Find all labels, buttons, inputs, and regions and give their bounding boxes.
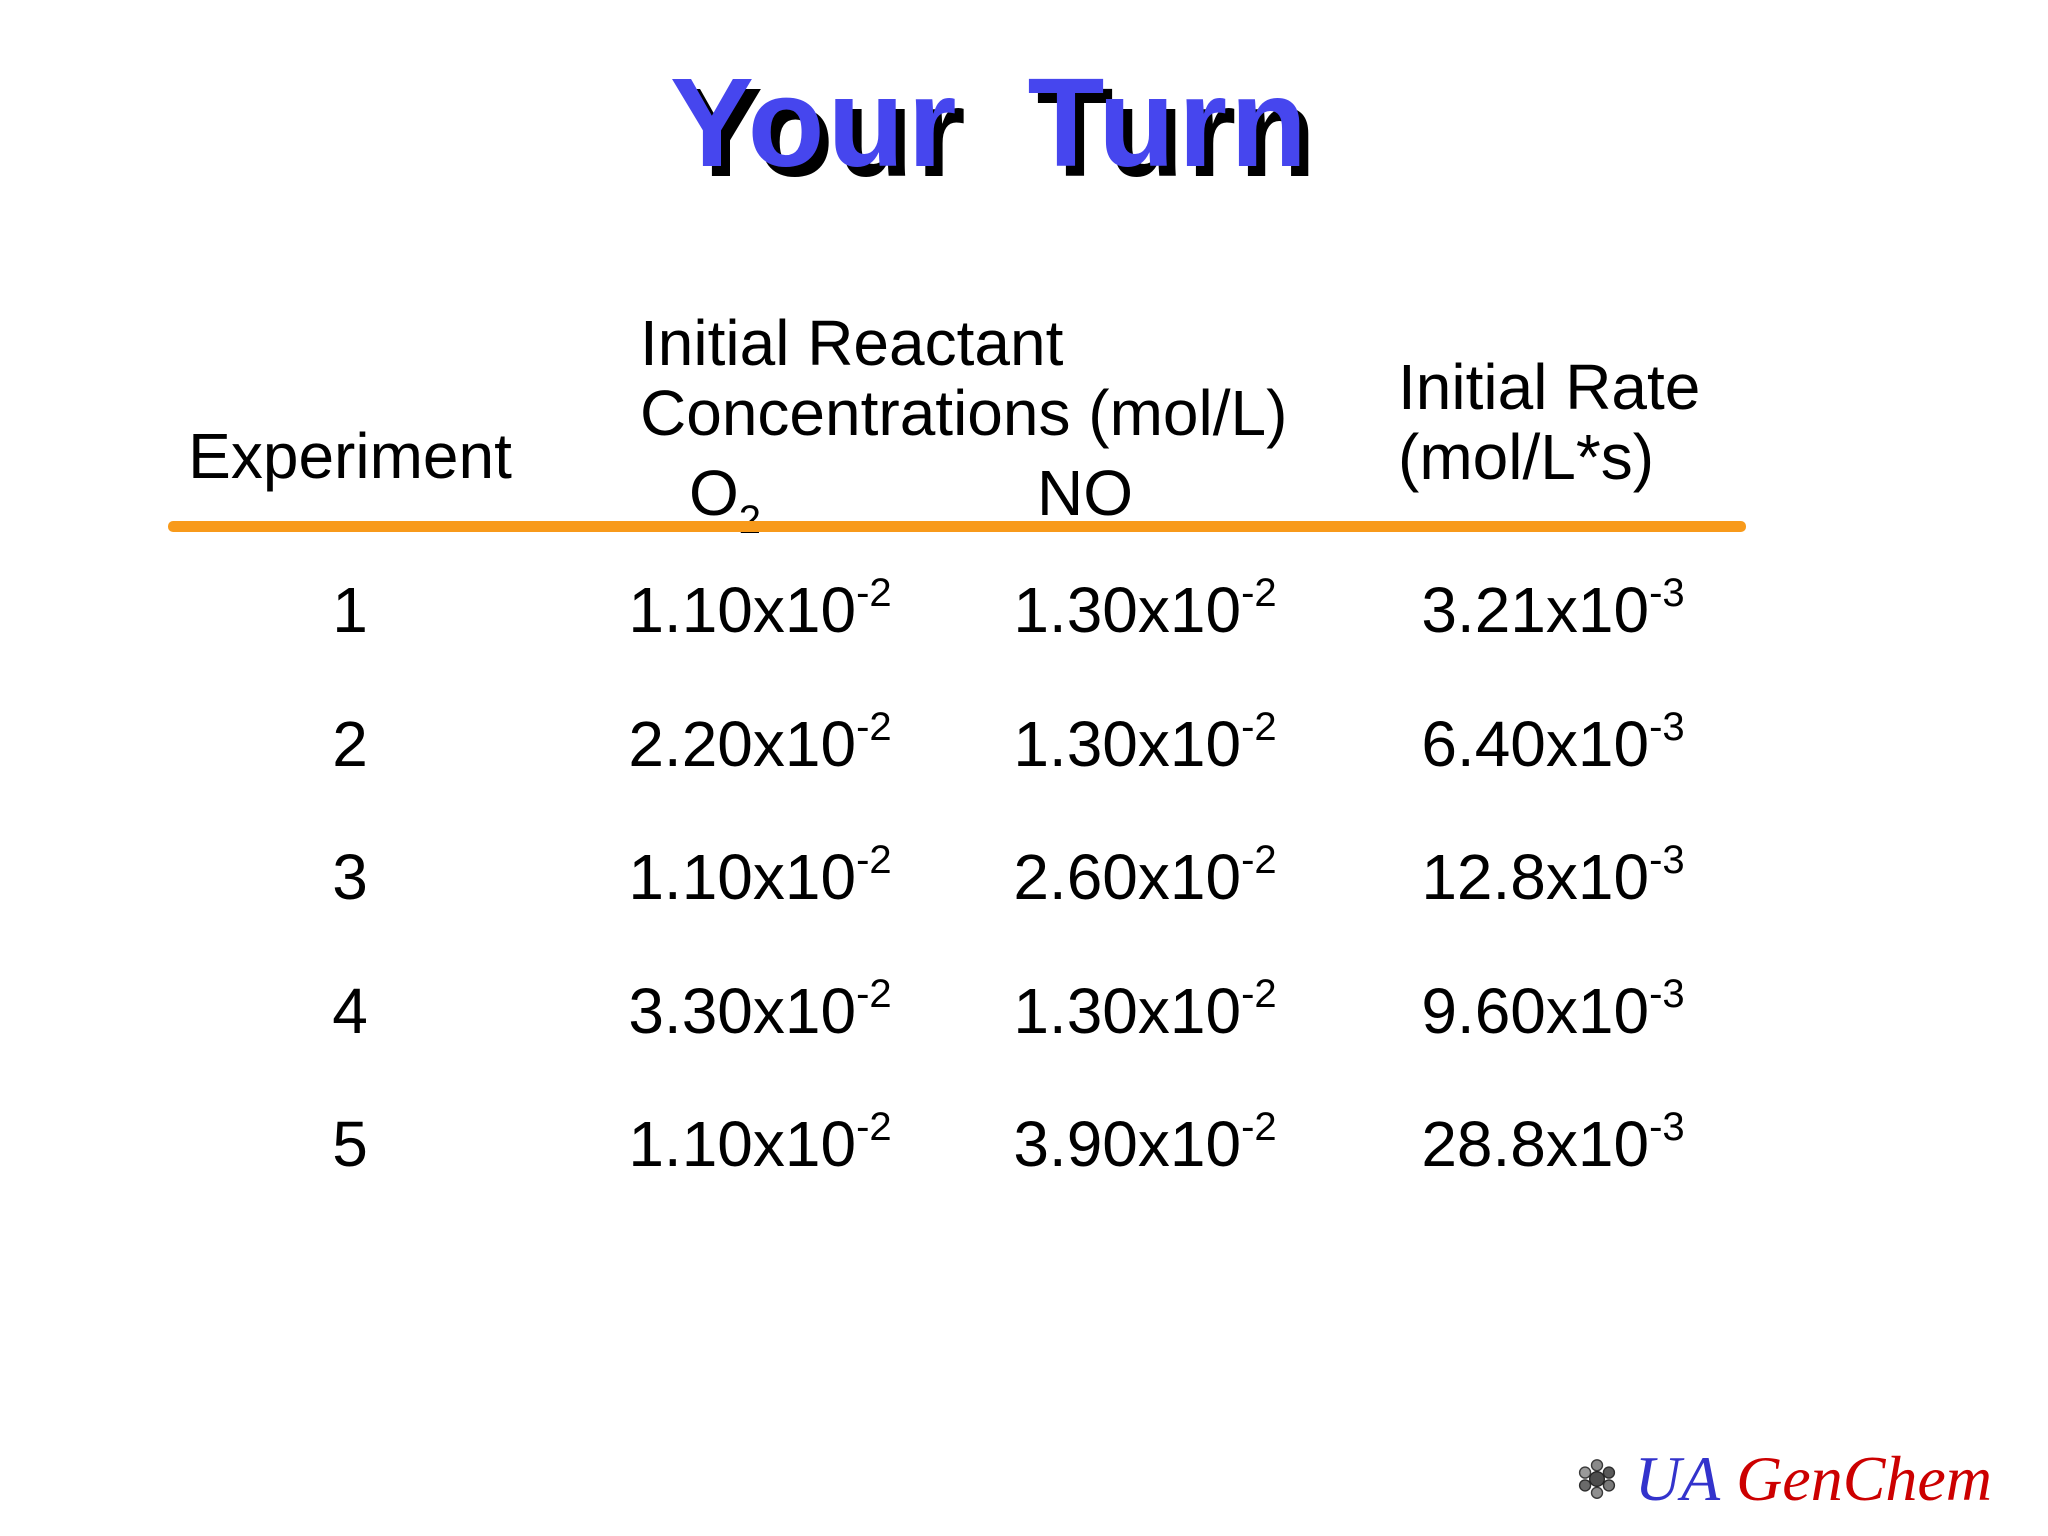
rate-exponent: -3 xyxy=(1649,838,1685,882)
experiment-number: 2 xyxy=(200,708,500,780)
column-header-no: NO xyxy=(1037,457,1133,529)
initial-rate: 3.21x10-3 xyxy=(1348,571,1758,655)
rate-header-line1: Initial Rate xyxy=(1398,351,1701,423)
table-row: 2 2.20x10-2 1.30x10-2 6.40x10-3 xyxy=(0,705,2048,780)
molecule-icon xyxy=(1578,1459,1615,1499)
o2-exponent: -2 xyxy=(856,1105,892,1149)
rate-mantissa: 9.60x10 xyxy=(1421,975,1650,1047)
no-mantissa: 1.30x10 xyxy=(1013,574,1242,646)
column-group-header-reactant-concentrations: Initial Reactant Concentrations (mol/L) xyxy=(640,308,1287,448)
brand-genchem-text: GenChem xyxy=(1736,1443,1992,1514)
initial-rate: 28.8x10-3 xyxy=(1348,1105,1758,1189)
rate-exponent: -3 xyxy=(1649,705,1685,749)
o2-mantissa: 1.10x10 xyxy=(628,1108,857,1180)
rate-mantissa: 12.8x10 xyxy=(1421,841,1650,913)
initial-rate: 9.60x10-3 xyxy=(1348,972,1758,1056)
no-exponent: -2 xyxy=(1241,1105,1277,1149)
experiment-value: 5 xyxy=(332,1108,368,1180)
slide-title: Your Turn xyxy=(669,52,1311,193)
reactant-header-line2: Concentrations (mol/L) xyxy=(640,377,1288,449)
rate-mantissa: 6.40x10 xyxy=(1421,708,1650,780)
o2-exponent: -2 xyxy=(856,705,892,749)
no-concentration: 1.30x10-2 xyxy=(940,705,1350,789)
rate-header-line2: (mol/L*s) xyxy=(1398,421,1655,493)
no-concentration: 3.90x10-2 xyxy=(940,1105,1350,1189)
o2-mantissa: 1.10x10 xyxy=(628,574,857,646)
o2-exponent: -2 xyxy=(856,571,892,615)
o2-concentration: 2.20x10-2 xyxy=(555,705,965,789)
no-mantissa: 2.60x10 xyxy=(1013,841,1242,913)
no-concentration: 1.30x10-2 xyxy=(940,972,1350,1056)
experiment-number: 1 xyxy=(200,574,500,646)
initial-rate: 12.8x10-3 xyxy=(1348,838,1758,922)
table-row: 5 1.10x10-2 3.90x10-2 28.8x10-3 xyxy=(0,1105,2048,1180)
rate-exponent: -3 xyxy=(1649,1105,1685,1149)
column-header-initial-rate: Initial Rate (mol/L*s) xyxy=(1398,352,1700,492)
no-concentration: 2.60x10-2 xyxy=(940,838,1350,922)
experiment-value: 2 xyxy=(332,708,368,780)
o2-concentration: 1.10x10-2 xyxy=(555,838,965,922)
no-exponent: -2 xyxy=(1241,972,1277,1016)
o2-subscript: 2 xyxy=(738,498,762,542)
o2-mantissa: 3.30x10 xyxy=(628,975,857,1047)
header-divider-rule xyxy=(168,521,1746,532)
no-exponent: -2 xyxy=(1241,571,1277,615)
o2-symbol: O xyxy=(688,457,739,529)
o2-exponent: -2 xyxy=(856,838,892,882)
experiment-number: 4 xyxy=(200,975,500,1047)
experiment-value: 1 xyxy=(332,574,368,646)
table-row: 4 3.30x10-2 1.30x10-2 9.60x10-3 xyxy=(0,972,2048,1047)
brand-footer: UA GenChem xyxy=(1575,1446,1992,1512)
rate-exponent: -3 xyxy=(1649,571,1685,615)
experiment-value: 3 xyxy=(332,841,368,913)
table-row: 3 1.10x10-2 2.60x10-2 12.8x10-3 xyxy=(0,838,2048,913)
no-mantissa: 1.30x10 xyxy=(1013,975,1242,1047)
rate-mantissa: 28.8x10 xyxy=(1421,1108,1650,1180)
o2-mantissa: 2.20x10 xyxy=(628,708,857,780)
brand-ua-text: UA xyxy=(1634,1443,1721,1514)
reactant-header-line1: Initial Reactant xyxy=(640,307,1064,379)
o2-concentration: 1.10x10-2 xyxy=(555,571,965,655)
no-mantissa: 3.90x10 xyxy=(1013,1108,1242,1180)
table-row: 1 1.10x10-2 1.30x10-2 3.21x10-3 xyxy=(0,571,2048,646)
no-concentration: 1.30x10-2 xyxy=(940,571,1350,655)
no-exponent: -2 xyxy=(1241,705,1277,749)
o2-concentration: 1.10x10-2 xyxy=(555,1105,965,1189)
rate-exponent: -3 xyxy=(1649,972,1685,1016)
o2-concentration: 3.30x10-2 xyxy=(555,972,965,1056)
column-header-experiment: Experiment xyxy=(188,420,512,492)
o2-mantissa: 1.10x10 xyxy=(628,841,857,913)
rate-mantissa: 3.21x10 xyxy=(1421,574,1650,646)
no-exponent: -2 xyxy=(1241,838,1277,882)
initial-rate: 6.40x10-3 xyxy=(1348,705,1758,789)
experiment-value: 4 xyxy=(332,975,368,1047)
experiment-number: 3 xyxy=(200,841,500,913)
o2-exponent: -2 xyxy=(856,972,892,1016)
no-mantissa: 1.30x10 xyxy=(1013,708,1242,780)
experiment-number: 5 xyxy=(200,1108,500,1180)
